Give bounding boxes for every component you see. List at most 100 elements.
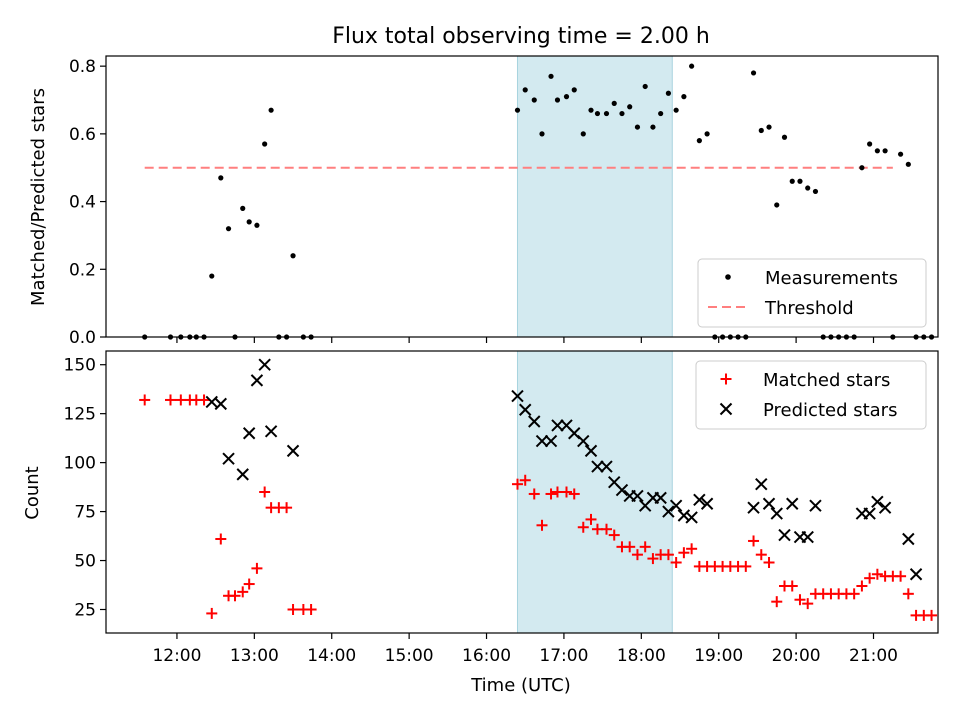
top-plot-frame xyxy=(105,55,939,338)
predicted-point xyxy=(519,403,532,416)
measurement-point xyxy=(539,131,545,137)
matched-point xyxy=(864,572,876,584)
measurement-point xyxy=(246,219,252,225)
predicted-point xyxy=(584,444,598,458)
predicted-point xyxy=(909,568,923,581)
matched-point xyxy=(568,488,580,500)
predicted-point xyxy=(242,427,256,440)
measurement-point xyxy=(522,87,528,93)
measurement-point xyxy=(571,87,577,93)
predicted-point xyxy=(871,495,884,508)
matched-point xyxy=(639,541,651,553)
predicted-point xyxy=(528,415,541,428)
matched-point xyxy=(519,474,531,486)
matched-point xyxy=(748,535,760,547)
top-y-axis-label: Matched/Predicted stars xyxy=(28,88,49,306)
measurement-point xyxy=(268,107,274,113)
bottom-plot-frame xyxy=(105,350,939,634)
measurement-point xyxy=(665,90,672,96)
matched-point xyxy=(670,557,682,568)
matched-point xyxy=(251,562,263,574)
measurement-point xyxy=(514,107,521,113)
measurement-point xyxy=(673,107,679,113)
top-panel: 0.00.20.40.60.8 Matched/Predicted stars … xyxy=(28,55,939,348)
matched-point xyxy=(243,578,255,590)
legend-measurements-marker xyxy=(725,274,731,280)
bottom-legend-box xyxy=(695,360,927,430)
x-tick-label: 14:00 xyxy=(307,646,356,666)
matched-point xyxy=(287,604,299,615)
matched-point xyxy=(678,547,690,559)
legend-matched-marker xyxy=(720,373,732,385)
measurement-point xyxy=(867,141,873,147)
matched-point xyxy=(895,570,907,582)
x-axis-label: Time (UTC) xyxy=(470,675,571,696)
matched-point xyxy=(794,594,806,606)
y-tick-label: 0.6 xyxy=(69,125,96,145)
measurement-point xyxy=(634,124,641,130)
measurement-point xyxy=(588,107,594,113)
measurement-point xyxy=(859,165,865,171)
matched-point xyxy=(577,521,589,533)
legend-plus xyxy=(720,373,732,385)
matched-point xyxy=(139,394,151,406)
matched-point xyxy=(763,557,775,568)
predicted-point xyxy=(778,528,791,542)
measurement-point xyxy=(580,131,586,137)
x-tick-label: 13:00 xyxy=(230,646,279,666)
legend-matched-label: Matched stars xyxy=(763,370,890,391)
matched-point xyxy=(926,609,938,621)
x-tick-label: 21:00 xyxy=(849,646,898,666)
top-legend-box xyxy=(697,258,927,328)
matched-point xyxy=(305,604,317,615)
measurement-point xyxy=(225,226,232,232)
matched-point xyxy=(545,488,557,500)
y-tick-label: 0.8 xyxy=(69,57,96,77)
matched-point xyxy=(164,394,176,406)
y-tick-label: 75 xyxy=(74,503,96,523)
predicted-point xyxy=(770,507,783,520)
x-tick-label: 19:00 xyxy=(694,646,743,666)
matched-point xyxy=(585,513,597,525)
matched-point xyxy=(802,598,814,610)
matched-point xyxy=(528,488,540,500)
predicted-point xyxy=(786,497,799,510)
measurement-point xyxy=(627,104,633,110)
predicted-points xyxy=(205,358,923,581)
matched-point xyxy=(771,596,783,608)
matched-point xyxy=(206,607,218,619)
predicted-point xyxy=(762,497,776,510)
x-tick-label: 12:00 xyxy=(152,646,201,666)
matched-point xyxy=(856,580,868,592)
measurement-point xyxy=(218,175,224,181)
matched-point xyxy=(871,568,883,580)
predicted-point xyxy=(214,397,228,411)
predicted-point xyxy=(685,511,698,524)
measurement-point xyxy=(681,94,687,100)
predicted-point xyxy=(863,507,876,520)
measurement-point xyxy=(789,178,795,184)
predicted-point xyxy=(511,389,524,403)
measurement-point xyxy=(594,110,601,117)
measurement-point xyxy=(650,124,656,130)
predicted-point xyxy=(615,483,629,497)
top-axis-ticks: 0.0 0.2 0.4 0.6 0.8 xyxy=(69,57,875,348)
predicted-point xyxy=(809,499,822,512)
predicted-point xyxy=(755,477,768,491)
matched-point xyxy=(786,580,798,592)
matched-point xyxy=(561,486,573,498)
measurement-point xyxy=(548,73,554,79)
predicted-point xyxy=(535,434,549,448)
matched-point xyxy=(624,541,636,553)
legend-predicted-marker xyxy=(719,402,733,416)
matched-point xyxy=(281,502,293,514)
matched-point xyxy=(662,549,674,561)
legend-threshold-label: Threshold xyxy=(764,298,854,319)
measurement-point xyxy=(531,97,537,103)
measurement-point xyxy=(696,138,702,144)
measurement-point xyxy=(209,273,215,279)
legend-cross xyxy=(719,402,733,416)
matched-point xyxy=(631,549,643,561)
measurement-point xyxy=(658,110,664,117)
